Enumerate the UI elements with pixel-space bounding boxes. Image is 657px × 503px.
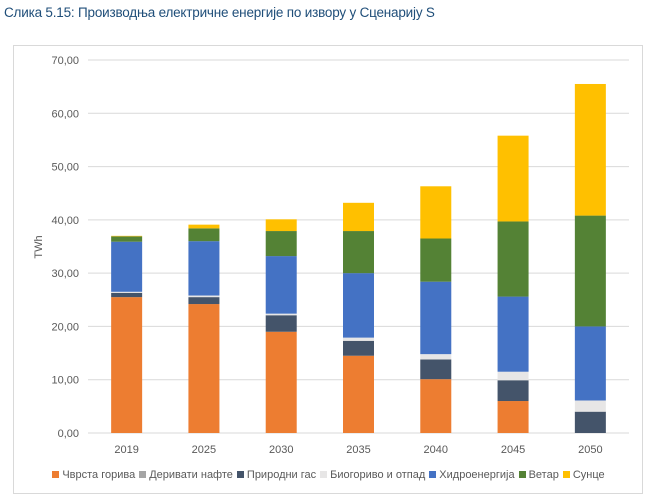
legend-label: Чврста горива xyxy=(62,469,136,481)
legend-item: Природни гас xyxy=(236,469,317,481)
legend-swatch xyxy=(139,471,147,478)
bar-segment xyxy=(111,235,143,237)
legend-item: Сунце xyxy=(562,469,605,481)
bar-stack-2040 xyxy=(420,186,452,433)
legend-swatch xyxy=(236,471,244,478)
legend-label: Природни гас xyxy=(246,469,317,481)
bar-segment xyxy=(343,340,374,356)
x-tick-label: 2050 xyxy=(578,444,602,456)
x-tick-label: 2035 xyxy=(346,444,370,456)
bar-segment xyxy=(574,400,606,412)
bar-segment xyxy=(265,219,297,232)
bar-segment xyxy=(420,354,452,360)
legend-swatch xyxy=(429,471,437,478)
bar-segment xyxy=(343,273,374,338)
bar-segment xyxy=(343,337,374,341)
bar-segment xyxy=(188,297,220,305)
bar-stack-2035 xyxy=(343,202,374,433)
bar-segment xyxy=(188,295,220,298)
bar-segment xyxy=(420,238,452,282)
legend: Чврста горива Деривати нафте Природни гас Б… xyxy=(0,469,657,481)
y-tick-label: 70,00 xyxy=(51,55,79,67)
bar-segment xyxy=(111,297,143,433)
x-tick-label: 2030 xyxy=(269,444,293,456)
y-axis-tick-labels: 0,00 10,00 20,00 30,00 40,00 50,00 60,00 70,00 xyxy=(51,55,79,440)
bar-stack-2030 xyxy=(265,219,297,433)
legend-swatch xyxy=(52,471,60,478)
bar-segment xyxy=(574,326,606,401)
bar-segment xyxy=(574,83,606,216)
bar-segment xyxy=(497,135,529,222)
y-tick-label: 20,00 xyxy=(51,321,79,333)
bars xyxy=(111,83,606,433)
bar-segment xyxy=(265,231,297,257)
x-tick-label: 2025 xyxy=(192,444,216,456)
y-tick-label: 10,00 xyxy=(51,375,79,387)
y-tick-label: 50,00 xyxy=(51,162,79,174)
legend-swatch xyxy=(518,471,526,478)
figure-title: Слика 5.15: Производња електричне енерги… xyxy=(4,5,435,20)
bar-segment xyxy=(188,241,220,296)
bar-segment xyxy=(343,355,374,433)
legend-label: Сунце xyxy=(572,469,605,481)
bar-segment xyxy=(188,224,220,229)
bar-segment xyxy=(497,380,529,402)
y-axis-title: TWh xyxy=(33,235,45,258)
legend-label: Хидроенергија xyxy=(439,469,515,481)
x-tick-label: 2045 xyxy=(501,444,525,456)
bar-segment xyxy=(420,281,452,355)
bar-segment xyxy=(497,221,529,297)
legend-label: Ветар xyxy=(528,469,559,481)
y-tick-label: 40,00 xyxy=(51,215,79,227)
bar-stack-2025 xyxy=(188,224,220,433)
bar-segment xyxy=(265,256,297,314)
bar-stack-2045 xyxy=(497,135,529,433)
bar-segment xyxy=(188,304,220,433)
bar-segment xyxy=(497,371,529,381)
bar-segment xyxy=(574,215,606,327)
bar-segment xyxy=(265,315,297,332)
legend-swatch xyxy=(562,471,570,478)
bar-segment xyxy=(497,296,529,372)
bar-segment xyxy=(420,379,452,433)
legend-swatch xyxy=(320,471,328,478)
bar-segment xyxy=(111,292,143,298)
bar-stack-2019 xyxy=(111,235,143,433)
x-axis-tick-labels: 2019 2025 2030 2035 2040 2045 2050 xyxy=(114,444,602,456)
legend-label: Деривати нафте xyxy=(149,469,233,481)
legend-item: Хидроенергија xyxy=(429,469,515,481)
bar-segment xyxy=(265,331,297,433)
x-tick-label: 2040 xyxy=(424,444,448,456)
bar-segment xyxy=(420,186,452,239)
bar-segment xyxy=(343,202,374,232)
bar-segment xyxy=(497,401,529,433)
bar-segment xyxy=(265,313,297,316)
bar-segment xyxy=(574,411,606,433)
bar-segment xyxy=(111,241,143,292)
legend-item: Биогориво и отпад xyxy=(320,469,425,481)
legend-item: Ветар xyxy=(518,469,559,481)
bar-stack-2050 xyxy=(574,83,606,433)
legend-item: Чврста горива xyxy=(52,469,135,481)
y-tick-label: 0,00 xyxy=(58,428,79,440)
legend-label: Биогориво и отпад xyxy=(330,469,426,481)
y-tick-label: 30,00 xyxy=(51,268,79,280)
bar-segment xyxy=(343,231,374,274)
bar-segment xyxy=(420,359,452,380)
y-tick-label: 60,00 xyxy=(51,108,79,120)
bar-segment xyxy=(188,228,220,242)
bar-segment xyxy=(111,291,143,293)
bar-segment xyxy=(111,236,143,242)
legend-item: Деривати нафте xyxy=(139,469,233,481)
x-tick-label: 2019 xyxy=(114,444,138,456)
